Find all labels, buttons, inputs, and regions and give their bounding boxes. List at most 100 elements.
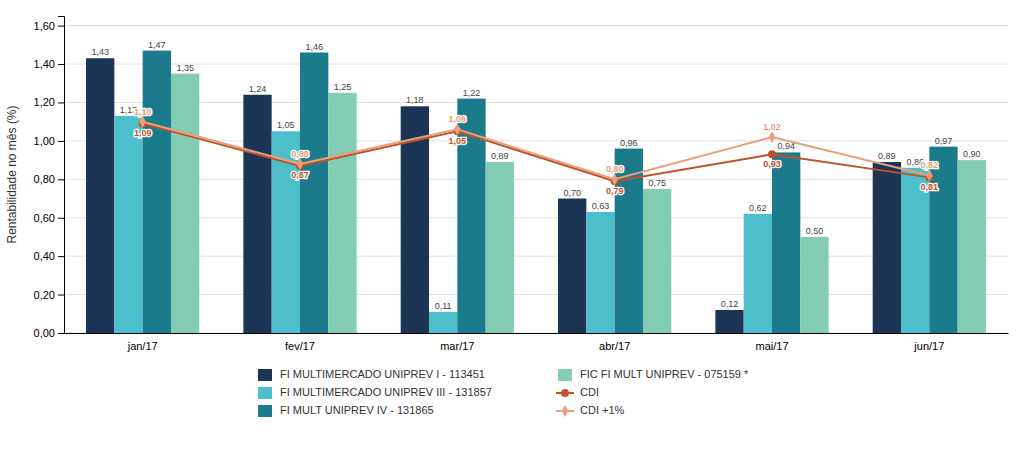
data-label: 0,89 bbox=[878, 151, 896, 161]
data-label: 0,94 bbox=[777, 141, 795, 151]
data-label: 1,47 bbox=[148, 40, 166, 50]
bar bbox=[873, 162, 901, 333]
tick-mark bbox=[58, 256, 64, 257]
data-label: 0,75 bbox=[648, 178, 666, 188]
legend-label: CDI bbox=[580, 386, 599, 398]
bar bbox=[86, 58, 114, 333]
marker bbox=[454, 123, 461, 135]
bar bbox=[171, 74, 199, 333]
tick-label: 1,20 bbox=[34, 96, 55, 108]
data-label: 0,89 bbox=[491, 151, 509, 161]
chart: 0,00 0,20 0,40 0,60 0,80 1,00 1,20 1,40 1,60 jan/… bbox=[0, 0, 1024, 451]
tick: 0,60 bbox=[34, 212, 64, 224]
tick-label: mar/17 bbox=[440, 340, 474, 352]
data-label: 1,22 bbox=[463, 88, 481, 98]
data-label: 1,35 bbox=[176, 63, 194, 73]
tick: 1,00 bbox=[34, 135, 64, 147]
legend-item: CDI +1% bbox=[556, 404, 625, 417]
legend-label: FI MULTIMERCADO UNIPREV III - 131857 bbox=[280, 386, 492, 398]
tick: 1,40 bbox=[34, 58, 64, 70]
data-label: 1,24 bbox=[249, 84, 267, 94]
data-label: 0,96 bbox=[620, 138, 638, 148]
axis-line bbox=[65, 333, 1009, 334]
data-labels: 1,431,241,180,700,120,891,131,050,110,63… bbox=[91, 40, 980, 311]
tick-label: 0,60 bbox=[34, 212, 55, 224]
bar bbox=[643, 189, 671, 333]
bar bbox=[800, 237, 828, 333]
axis-line bbox=[58, 17, 65, 334]
tick-label: 0,40 bbox=[34, 250, 55, 262]
legend-label: FI MULT UNIPREV IV - 131865 bbox=[280, 404, 434, 416]
data-label: 0,90 bbox=[963, 149, 981, 159]
data-label: 0,80 bbox=[606, 164, 624, 174]
tick-label: 0,80 bbox=[34, 173, 55, 185]
bar bbox=[300, 53, 328, 333]
data-label: 1,09 bbox=[134, 128, 152, 138]
tick-label: 1,60 bbox=[34, 20, 55, 32]
data-label: 0,70 bbox=[563, 188, 581, 198]
plot: 0,00 0,20 0,40 0,60 0,80 1,00 1,20 1,40 1,60 jan/… bbox=[5, 17, 1009, 418]
data-label: 1,25 bbox=[334, 82, 352, 92]
tick-mark bbox=[58, 102, 64, 103]
tick: 1,60 bbox=[34, 20, 64, 32]
data-label: 1,10 bbox=[134, 107, 152, 117]
tick-label: abr/17 bbox=[599, 340, 630, 352]
bar-series bbox=[86, 58, 901, 333]
tick: 1,20 bbox=[34, 96, 64, 108]
grid-line bbox=[64, 64, 1008, 65]
legend-swatch bbox=[558, 369, 572, 381]
legend-item: FI MULTIMERCADO UNIPREV III - 131857 bbox=[258, 386, 492, 399]
data-label: 0,12 bbox=[721, 299, 739, 309]
tick-label: fev/17 bbox=[285, 340, 315, 352]
x-axis: jan/17fev/17mar/17abr/17mai/17jun/17 bbox=[65, 334, 1009, 352]
tick: mar/17 bbox=[440, 340, 474, 352]
marks bbox=[86, 51, 986, 333]
bar bbox=[586, 212, 614, 333]
grid bbox=[64, 26, 1008, 333]
bar bbox=[901, 168, 929, 333]
y-axis: 0,00 0,20 0,40 0,60 0,80 1,00 1,20 1,40 1,60 bbox=[34, 17, 65, 340]
marker bbox=[926, 170, 933, 182]
data-label: 0,81 bbox=[921, 182, 939, 192]
legend-swatch bbox=[258, 387, 272, 399]
bar bbox=[715, 310, 743, 333]
bar-series bbox=[114, 116, 929, 333]
tick: 0,00 bbox=[34, 327, 64, 339]
marker bbox=[297, 158, 304, 170]
data-label: 0,50 bbox=[806, 226, 824, 236]
grid-line bbox=[64, 102, 1008, 103]
tick-mark bbox=[58, 179, 64, 180]
grid-line bbox=[64, 217, 1008, 218]
tick-mark bbox=[58, 141, 64, 142]
tick-mark bbox=[58, 333, 64, 334]
data-label: 0,93 bbox=[763, 159, 781, 169]
bar-series bbox=[171, 74, 986, 333]
bar bbox=[486, 162, 514, 333]
line-series bbox=[139, 120, 934, 186]
legend-item: FI MULTIMERCADO UNIPREV I - 113451 bbox=[258, 368, 485, 381]
bar bbox=[958, 160, 986, 333]
grid-line bbox=[64, 333, 1008, 334]
legend-label: FI MULTIMERCADO UNIPREV I - 113451 bbox=[280, 368, 485, 380]
tick-label: 0,20 bbox=[34, 289, 55, 301]
data-label: 1,46 bbox=[305, 42, 323, 52]
line-series bbox=[139, 116, 932, 185]
data-label: 0,79 bbox=[606, 186, 624, 196]
data-label: 0,97 bbox=[935, 136, 953, 146]
bar-series bbox=[143, 51, 958, 333]
marker bbox=[768, 150, 776, 158]
data-label: 0,88 bbox=[291, 149, 309, 159]
legend-marker bbox=[562, 405, 569, 417]
tick-label: 1,00 bbox=[34, 135, 55, 147]
data-label: 1,18 bbox=[406, 95, 424, 105]
data-label: 1,05 bbox=[449, 136, 467, 146]
data-label: 1,43 bbox=[91, 47, 109, 57]
tick: mai/17 bbox=[755, 340, 788, 352]
tick: jan/17 bbox=[127, 340, 158, 352]
grid-line bbox=[64, 179, 1008, 180]
tick-mark bbox=[58, 218, 64, 219]
bar bbox=[929, 147, 957, 333]
tick-label: jan/17 bbox=[127, 340, 158, 352]
legend-swatch bbox=[258, 369, 272, 381]
grid-line bbox=[64, 294, 1008, 295]
